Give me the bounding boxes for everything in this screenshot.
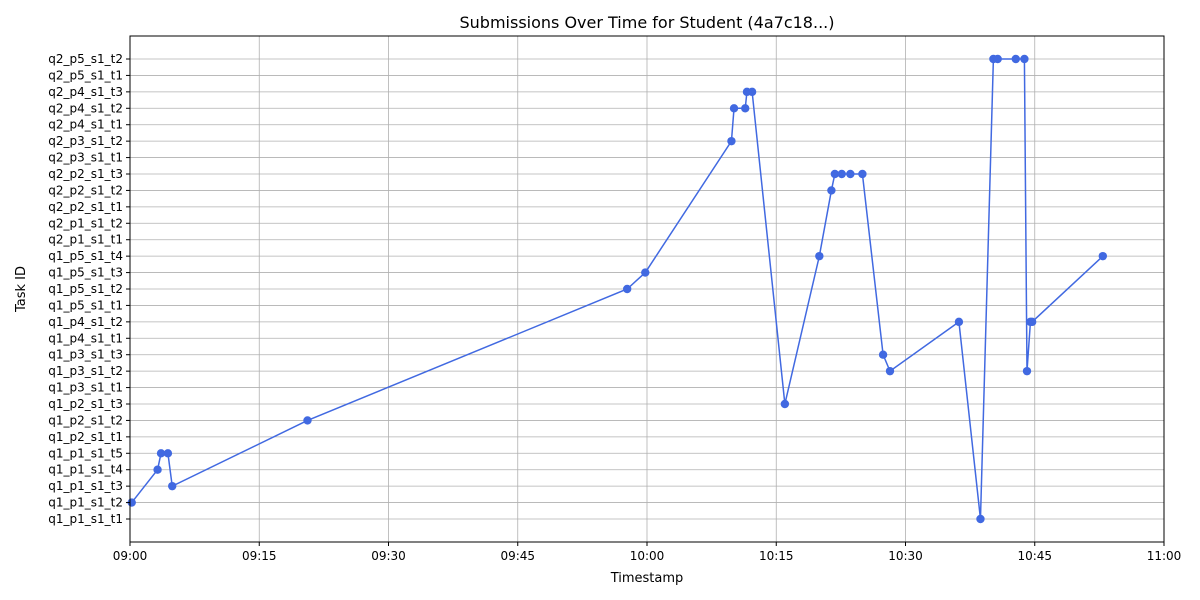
data-point xyxy=(993,54,1002,64)
y-tick-label: q1_p2_s1_t1 xyxy=(48,430,123,444)
data-point xyxy=(846,169,855,179)
x-tick-label: 10:45 xyxy=(1017,549,1052,563)
data-point xyxy=(1027,317,1037,327)
y-tick-label: q1_p5_s1_t4 xyxy=(48,249,123,263)
data-point xyxy=(878,350,888,359)
x-tick-label: 10:15 xyxy=(759,549,794,563)
axis-layer: q1_p1_s1_t1 q1_p1_s1_t2 q1_p1_s1_t3 q1_p1_s… xyxy=(48,52,1181,563)
data-point xyxy=(1020,54,1029,64)
data-point xyxy=(885,366,895,376)
y-tick-label: q1_p3_s1_t1 xyxy=(48,381,123,395)
y-tick-label: q2_p1_s1_t2 xyxy=(48,216,123,230)
x-tick-label: 10:30 xyxy=(888,549,923,563)
y-tick-label: q1_p1_s1_t4 xyxy=(48,463,123,477)
y-tick-label: q1_p1_s1_t3 xyxy=(48,479,123,493)
data-layer xyxy=(127,54,1108,524)
data-point xyxy=(780,399,790,409)
y-tick-label: q2_p2_s1_t2 xyxy=(48,183,123,197)
y-tick-label: q2_p4_s1_t2 xyxy=(48,101,123,115)
data-point xyxy=(622,284,632,294)
data-point xyxy=(641,268,650,277)
x-tick-label: 10:00 xyxy=(630,549,665,563)
data-point xyxy=(954,317,964,327)
x-tick-label: 09:45 xyxy=(500,549,535,563)
y-tick-label: q1_p1_s1_t5 xyxy=(48,446,123,460)
y-tick-label: q1_p3_s1_t2 xyxy=(48,364,123,378)
y-tick-label: q1_p4_s1_t2 xyxy=(48,315,123,329)
x-tick-label: 09:30 xyxy=(371,549,406,563)
y-tick-label: q2_p5_s1_t1 xyxy=(48,68,123,82)
y-tick-label: q1_p3_s1_t3 xyxy=(48,348,123,362)
y-tick-label: q2_p1_s1_t1 xyxy=(48,233,123,247)
y-tick-label: q2_p4_s1_t1 xyxy=(48,118,123,132)
y-tick-label: q2_p4_s1_t3 xyxy=(48,85,123,99)
y-axis-label: Task ID xyxy=(14,266,29,313)
data-point xyxy=(1098,251,1108,261)
x-tick-label: 11:00 xyxy=(1147,549,1182,563)
y-tick-label: q1_p2_s1_t2 xyxy=(48,413,123,427)
y-tick-label: q1_p2_s1_t3 xyxy=(48,397,123,411)
y-tick-label: q1_p5_s1_t2 xyxy=(48,282,123,296)
y-tick-label: q1_p1_s1_t2 xyxy=(48,496,123,510)
data-point xyxy=(153,465,162,474)
data-point xyxy=(729,104,739,113)
data-point xyxy=(741,104,750,113)
y-tick-label: q2_p3_s1_t1 xyxy=(48,151,123,165)
data-point xyxy=(303,416,312,425)
grid-layer xyxy=(129,36,1165,542)
plot-frame xyxy=(129,35,1165,543)
y-tick-label: q1_p5_s1_t1 xyxy=(48,298,123,312)
data-point xyxy=(1022,366,1032,376)
x-axis-label: Timestamp xyxy=(610,571,684,586)
chart-title: Submissions Over Time for Student (4a7c1… xyxy=(460,13,835,32)
data-point xyxy=(727,136,736,146)
data-point xyxy=(815,251,824,261)
data-point xyxy=(163,449,173,458)
y-tick-label: q1_p1_s1_t1 xyxy=(48,512,123,526)
data-point xyxy=(827,186,836,195)
data-point xyxy=(837,169,846,179)
x-tick-label: 09:00 xyxy=(113,549,148,563)
data-point xyxy=(747,87,757,97)
y-tick-label: q1_p5_s1_t3 xyxy=(48,266,123,280)
data-point xyxy=(156,449,166,458)
x-tick-label: 09:15 xyxy=(242,549,277,563)
data-point xyxy=(976,514,985,524)
data-point xyxy=(858,169,867,179)
data-point xyxy=(168,481,177,491)
data-point xyxy=(830,169,840,179)
data-point xyxy=(1011,54,1020,64)
y-tick-label: q1_p4_s1_t1 xyxy=(48,331,123,345)
y-tick-label: q2_p2_s1_t1 xyxy=(48,200,123,214)
y-tick-label: q2_p5_s1_t2 xyxy=(48,52,123,66)
y-tick-label: q2_p2_s1_t3 xyxy=(48,167,123,181)
y-tick-label: q2_p3_s1_t2 xyxy=(48,134,123,148)
